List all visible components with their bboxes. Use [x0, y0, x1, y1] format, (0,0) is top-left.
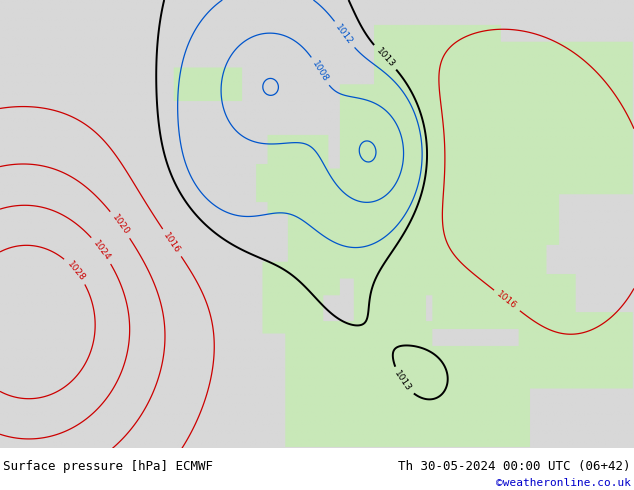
- Text: 1008: 1008: [310, 59, 330, 83]
- Text: 1016: 1016: [162, 231, 182, 255]
- Text: ©weatheronline.co.uk: ©weatheronline.co.uk: [496, 478, 631, 488]
- Text: Th 30-05-2024 00:00 UTC (06+42): Th 30-05-2024 00:00 UTC (06+42): [398, 460, 631, 473]
- Text: 1013: 1013: [374, 46, 396, 69]
- Text: 1013: 1013: [392, 369, 413, 393]
- Text: 1020: 1020: [110, 213, 131, 237]
- Text: 1028: 1028: [65, 259, 86, 283]
- Text: Surface pressure [hPa] ECMWF: Surface pressure [hPa] ECMWF: [3, 460, 213, 473]
- Text: 1012: 1012: [334, 23, 355, 47]
- Text: 1024: 1024: [91, 239, 112, 262]
- Text: 1016: 1016: [495, 290, 519, 311]
